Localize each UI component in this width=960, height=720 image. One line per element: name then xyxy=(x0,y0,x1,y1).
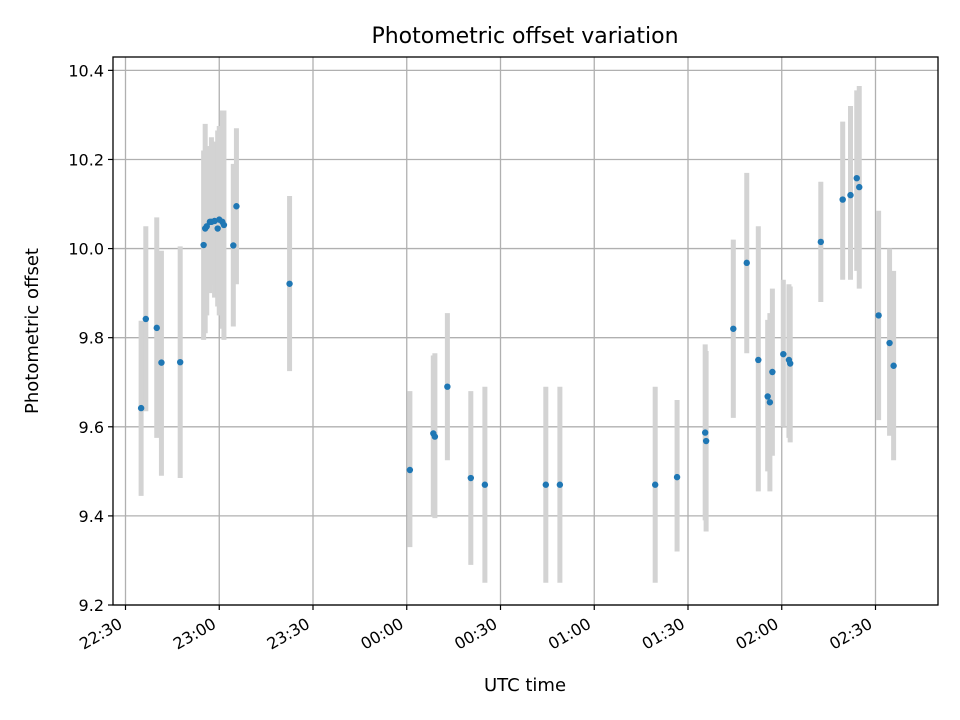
data-point xyxy=(755,356,762,364)
y-tick-label: 9.4 xyxy=(79,507,104,526)
data-point xyxy=(743,259,750,267)
data-point xyxy=(137,404,145,412)
data-point xyxy=(780,350,787,358)
data-point xyxy=(431,433,439,440)
data-points xyxy=(137,174,897,488)
data-point xyxy=(766,399,774,406)
data-point xyxy=(890,362,897,369)
data-point xyxy=(444,383,451,390)
data-point xyxy=(875,312,882,319)
data-point xyxy=(467,474,475,482)
data-point xyxy=(886,339,893,347)
data-point xyxy=(839,196,846,203)
data-point xyxy=(651,481,659,488)
data-point xyxy=(200,241,207,249)
data-point xyxy=(853,174,860,182)
y-tick-label: 10.0 xyxy=(68,240,104,259)
data-point xyxy=(233,203,240,210)
chart-title: Photometric offset variation xyxy=(371,24,678,49)
data-point xyxy=(847,191,854,199)
data-point xyxy=(142,315,150,323)
y-tick-label: 10.2 xyxy=(68,150,104,169)
plot-frame xyxy=(112,56,939,606)
data-point xyxy=(406,466,414,474)
data-point xyxy=(701,429,709,436)
data-point xyxy=(856,183,863,191)
data-point xyxy=(702,437,710,445)
y-tick-label: 10.4 xyxy=(68,61,104,80)
data-point xyxy=(220,221,228,229)
data-point xyxy=(817,238,825,246)
data-point xyxy=(769,368,776,376)
data-point xyxy=(556,481,564,488)
data-point xyxy=(286,280,293,287)
data-point xyxy=(673,473,681,481)
x-axis-label: UTC time xyxy=(484,675,566,696)
y-tick-label: 9.6 xyxy=(79,418,104,437)
data-point xyxy=(230,242,237,249)
y-axis-label: Photometric offset xyxy=(22,248,43,414)
y-tick-label: 9.2 xyxy=(79,596,104,615)
data-point xyxy=(542,481,550,488)
data-point xyxy=(764,393,771,400)
data-point xyxy=(176,358,184,366)
data-point xyxy=(786,360,794,367)
data-point xyxy=(158,359,165,366)
data-point xyxy=(730,325,737,332)
data-point xyxy=(481,481,489,488)
y-tick-label: 9.8 xyxy=(79,329,104,348)
data-point xyxy=(153,324,160,332)
data-point xyxy=(214,225,221,232)
data-point xyxy=(203,223,210,230)
